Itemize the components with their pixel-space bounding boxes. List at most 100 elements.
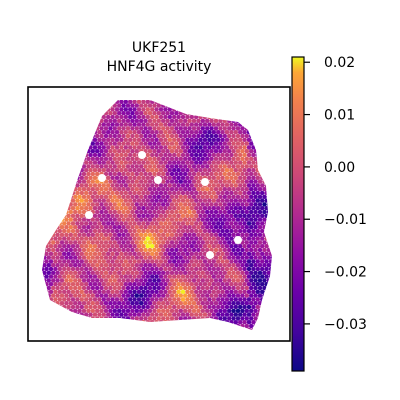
tissue-spot bbox=[213, 149, 219, 154]
tissue-spot bbox=[255, 114, 260, 120]
tissue-spot bbox=[218, 164, 223, 169]
tissue-spot bbox=[224, 175, 230, 180]
tissue-spot bbox=[262, 118, 267, 124]
tissue-spot bbox=[59, 293, 65, 298]
tissue-spot bbox=[57, 320, 62, 325]
tissue-spot bbox=[92, 137, 98, 142]
tissue-spot bbox=[95, 118, 100, 124]
tissue-spot bbox=[240, 111, 245, 116]
tissue-spot bbox=[178, 217, 183, 222]
tissue-spot bbox=[108, 293, 113, 298]
tissue-spot bbox=[64, 331, 68, 335]
tissue-spot bbox=[262, 149, 267, 154]
tissue-spot bbox=[218, 118, 223, 124]
tissue-spot bbox=[202, 160, 208, 165]
tissue-spot bbox=[158, 327, 164, 330]
tissue-spot bbox=[46, 263, 51, 268]
tissue-spot bbox=[268, 122, 272, 127]
tissue-spot bbox=[231, 133, 236, 139]
tissue-spot bbox=[251, 198, 256, 203]
tissue-spot bbox=[251, 251, 256, 256]
tissue-spot bbox=[64, 285, 69, 291]
tissue-spot bbox=[51, 149, 56, 154]
tissue-spot bbox=[253, 285, 258, 291]
tissue-spot bbox=[123, 183, 128, 188]
tissue-spot bbox=[163, 327, 168, 330]
tissue-spot bbox=[255, 168, 260, 173]
tissue-spot bbox=[121, 156, 126, 161]
tissue-spot bbox=[101, 122, 107, 127]
tissue-spot bbox=[119, 206, 124, 211]
tissue-spot bbox=[163, 198, 168, 203]
tissue-spot bbox=[224, 297, 230, 302]
tissue-spot bbox=[97, 100, 102, 105]
tissue-spot bbox=[211, 213, 216, 218]
tissue-spot bbox=[169, 209, 175, 215]
tissue-spot bbox=[216, 122, 221, 127]
tissue-spot bbox=[268, 221, 272, 226]
tissue-spot bbox=[57, 160, 62, 165]
tissue-spot bbox=[143, 133, 148, 139]
tissue-spot bbox=[251, 312, 256, 317]
tissue-spot bbox=[266, 278, 271, 283]
tissue-spot bbox=[139, 164, 144, 169]
tissue-spot bbox=[152, 171, 157, 177]
tissue-spot bbox=[242, 320, 247, 325]
tissue-spot bbox=[185, 266, 190, 272]
tissue-spot bbox=[187, 263, 192, 268]
tissue-spot bbox=[200, 103, 205, 108]
tissue-spot bbox=[84, 236, 89, 241]
tissue-spot bbox=[264, 100, 269, 105]
tissue-spot bbox=[125, 141, 131, 146]
tissue-spot bbox=[209, 100, 214, 101]
tissue-spot bbox=[42, 213, 45, 219]
tissue-spot bbox=[167, 259, 172, 264]
tissue-spot bbox=[196, 225, 201, 230]
tissue-spot bbox=[68, 209, 74, 215]
tissue-spot bbox=[77, 126, 82, 131]
tissue-spot bbox=[143, 225, 148, 230]
tissue-spot bbox=[112, 285, 118, 291]
tissue-spot bbox=[240, 194, 245, 199]
tissue-spot bbox=[271, 308, 272, 313]
tissue-spot bbox=[128, 100, 133, 105]
tissue-spot bbox=[187, 270, 192, 275]
tissue-spot bbox=[61, 320, 67, 325]
tissue-spot bbox=[108, 103, 113, 108]
tissue-spot bbox=[112, 270, 118, 275]
tissue-spot bbox=[130, 293, 135, 298]
tissue-spot bbox=[161, 194, 166, 199]
tissue-spot bbox=[198, 251, 203, 256]
tissue-spot bbox=[64, 111, 69, 116]
tissue-spot bbox=[112, 323, 118, 329]
tissue-spot bbox=[95, 141, 100, 146]
tissue-spot bbox=[218, 202, 223, 207]
tissue-spot bbox=[262, 270, 267, 275]
tissue-spot bbox=[121, 103, 126, 108]
tissue-spot bbox=[88, 130, 93, 135]
tissue-spot bbox=[66, 198, 71, 203]
tissue-spot bbox=[207, 213, 212, 218]
tissue-spot bbox=[114, 289, 120, 294]
tissue-spot bbox=[222, 316, 227, 321]
tissue-spot bbox=[123, 122, 128, 127]
tissue-spot bbox=[79, 145, 85, 150]
tissue-spot bbox=[134, 100, 140, 101]
tissue-spot bbox=[145, 289, 150, 294]
tissue-spot bbox=[53, 190, 58, 196]
tissue-spot bbox=[222, 240, 227, 245]
tissue-spot bbox=[158, 297, 164, 302]
tissue-spot bbox=[266, 156, 271, 161]
tissue-spot bbox=[233, 160, 238, 165]
tissue-gap bbox=[201, 178, 209, 186]
tissue-spot bbox=[222, 156, 227, 161]
tissue-spot bbox=[189, 297, 194, 302]
tissue-spot bbox=[240, 316, 245, 321]
tissue-spot bbox=[90, 308, 96, 313]
tissue-spot bbox=[201, 331, 205, 335]
tissue-spot bbox=[106, 183, 111, 188]
tissue-spot bbox=[233, 206, 238, 211]
tissue-spot bbox=[152, 278, 157, 283]
tissue-spot bbox=[64, 255, 69, 260]
tissue-spot bbox=[99, 323, 104, 329]
